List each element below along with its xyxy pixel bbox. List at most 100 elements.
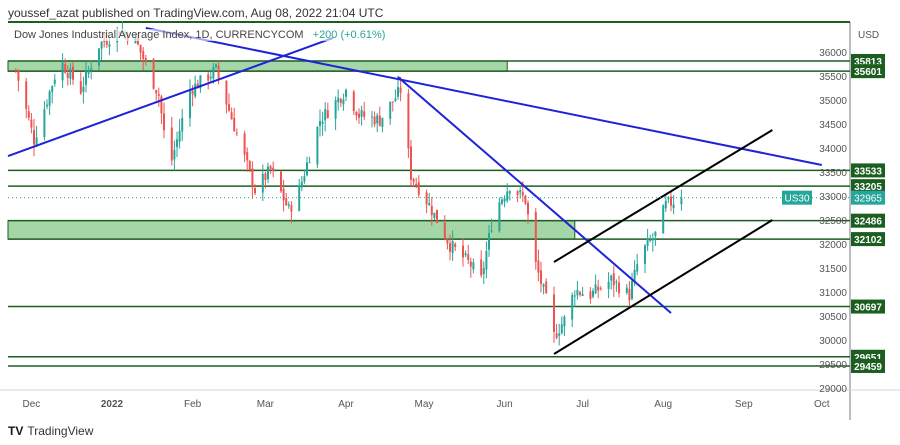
candle-down bbox=[243, 133, 246, 155]
x-tick-label: Jul bbox=[576, 399, 589, 410]
candle-down bbox=[553, 294, 555, 332]
candle-down bbox=[66, 73, 69, 78]
candle-down bbox=[79, 81, 82, 94]
candle-up bbox=[651, 238, 654, 241]
candle-down bbox=[290, 205, 293, 212]
candle-down bbox=[228, 104, 230, 111]
candle-up bbox=[360, 109, 363, 117]
candle-up bbox=[189, 89, 191, 119]
candle-up bbox=[316, 127, 319, 165]
level-badge-label: 32102 bbox=[854, 235, 882, 246]
candle-up bbox=[664, 200, 667, 209]
candle-down bbox=[467, 254, 470, 260]
candle-up bbox=[389, 101, 392, 119]
candle-down bbox=[555, 333, 558, 338]
candle-down bbox=[579, 292, 581, 295]
candle-up bbox=[46, 104, 48, 107]
candle-up bbox=[334, 100, 337, 119]
symbol-badge-label: US30 bbox=[784, 194, 809, 205]
y-tick-label: 35000 bbox=[819, 96, 847, 107]
last-price-badge bbox=[851, 190, 885, 205]
candle-down bbox=[363, 111, 366, 117]
tradingview-brand[interactable]: TV TradingView bbox=[8, 424, 93, 438]
level-badge bbox=[851, 163, 885, 178]
candle-up bbox=[571, 295, 574, 320]
candle-up bbox=[267, 166, 269, 180]
candle-up bbox=[506, 191, 509, 201]
channel-line bbox=[553, 129, 773, 263]
candle-up bbox=[108, 44, 111, 47]
candle-up bbox=[61, 62, 64, 81]
y-tick-label: 29000 bbox=[819, 384, 847, 395]
candle-down bbox=[628, 288, 631, 301]
candle-up bbox=[560, 324, 563, 334]
candle-up bbox=[85, 71, 87, 85]
candle-up bbox=[501, 199, 503, 204]
y-tick-label: 31000 bbox=[819, 288, 847, 299]
candle-up bbox=[178, 130, 181, 142]
candle-down bbox=[454, 243, 457, 248]
candle-up bbox=[324, 108, 327, 121]
candle-down bbox=[417, 182, 420, 195]
candle-up bbox=[498, 202, 501, 231]
candle-down bbox=[163, 113, 165, 131]
candle-down bbox=[17, 70, 20, 81]
candle-down bbox=[225, 80, 228, 105]
candle-down bbox=[407, 93, 410, 149]
candle-up bbox=[176, 139, 178, 148]
candle-down bbox=[537, 260, 540, 273]
trendline bbox=[397, 76, 672, 314]
channel-line bbox=[553, 219, 773, 355]
candle-up bbox=[303, 176, 306, 182]
candle-down bbox=[105, 40, 108, 45]
candle-up bbox=[199, 75, 202, 89]
candle-down bbox=[527, 202, 529, 215]
y-tick-label: 32500 bbox=[819, 216, 847, 227]
candle-up bbox=[321, 121, 324, 124]
candle-up bbox=[298, 185, 301, 211]
candle-down bbox=[207, 74, 210, 81]
candle-down bbox=[264, 173, 267, 180]
candle-down bbox=[425, 192, 428, 205]
candle-up bbox=[212, 67, 215, 79]
candle-up bbox=[428, 203, 431, 206]
candle-up bbox=[342, 99, 345, 105]
candle-down bbox=[269, 166, 272, 170]
level-badge-label: 35813 bbox=[854, 57, 882, 68]
candle-down bbox=[378, 115, 381, 126]
candle-up bbox=[287, 204, 290, 206]
candle-down bbox=[373, 116, 376, 125]
candle-down bbox=[246, 152, 249, 161]
candle-down bbox=[410, 146, 412, 180]
candle-up bbox=[451, 241, 454, 253]
candle-up bbox=[615, 281, 618, 283]
candle-up bbox=[98, 48, 100, 66]
level-badge bbox=[851, 299, 885, 314]
candle-up bbox=[394, 98, 397, 101]
candle-down bbox=[25, 81, 28, 109]
candle-up bbox=[573, 295, 576, 297]
candle-down bbox=[64, 63, 67, 73]
candle-up bbox=[636, 264, 639, 272]
candle-down bbox=[170, 127, 173, 161]
y-tick-label: 34500 bbox=[819, 120, 847, 131]
candle-down bbox=[248, 160, 251, 170]
candle-down bbox=[589, 291, 592, 299]
x-tick-label: Dec bbox=[23, 399, 41, 410]
candle-up bbox=[433, 212, 436, 219]
candle-up bbox=[672, 204, 675, 209]
level-badge-label: 35601 bbox=[854, 67, 882, 78]
candle-up bbox=[319, 120, 321, 127]
level-badge-label: 29651 bbox=[854, 353, 882, 364]
currency-label: USD bbox=[858, 30, 879, 41]
x-tick-label: Oct bbox=[814, 399, 830, 410]
candle-down bbox=[72, 66, 74, 80]
candle-up bbox=[43, 109, 46, 138]
candle-down bbox=[191, 90, 194, 95]
y-tick-label: 33000 bbox=[819, 192, 847, 203]
candle-up bbox=[82, 86, 85, 92]
candle-down bbox=[618, 282, 620, 294]
symbol-name: Dow Jones Industrial Average Index, 1D, … bbox=[14, 29, 304, 41]
